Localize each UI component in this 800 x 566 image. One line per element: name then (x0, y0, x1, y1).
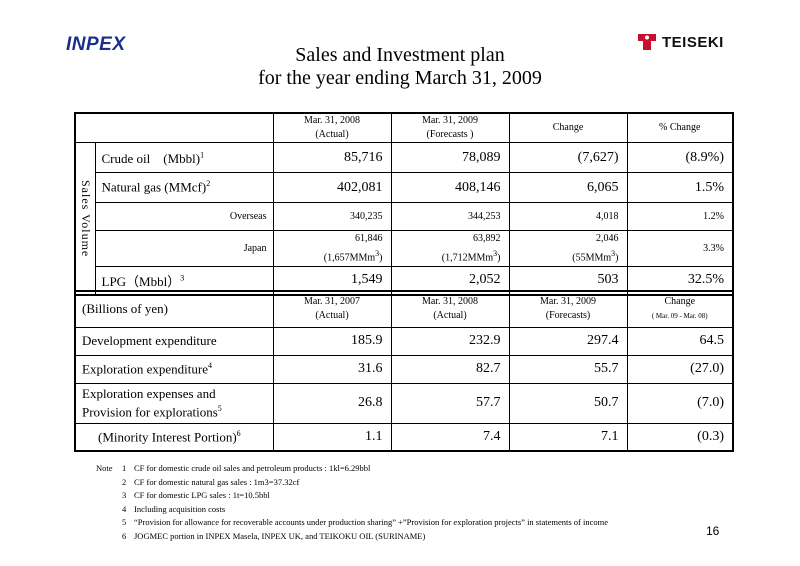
table-header-row: (Billions of yen) Mar. 31, 2007 (Actual) … (74, 290, 734, 328)
column-header: Mar. 31, 2009 (Forecasts ) (390, 112, 510, 143)
column-header: Change (508, 112, 628, 143)
table-row: Exploration expenditure4 31.6 82.7 55.7 … (74, 354, 734, 384)
table-row: (Minority Interest Portion)6 1.1 7.4 7.1… (74, 422, 734, 452)
footnote: 6 JOGMEC portion in INPEX Masela, INPEX U… (122, 530, 426, 541)
table-row: Japan 61,846 (1,657MMm3) 63,892 (1,712MMm3… (75, 230, 734, 267)
table-row: Overseas 340,235 344,253 4,018 1.2% (75, 202, 734, 231)
footnote: 5 “Provision for allowance for recoverabl… (122, 517, 609, 528)
table-row: Sales Volume Crude oil (Mbbl)1 85,716 78… (74, 142, 734, 295)
sales-volume-table: Mar. 31, 2008 (Actual) Mar. 31, 2009 (Fore… (74, 112, 734, 296)
footnote: 2 CF for domestic natural gas sales : 1m3… (122, 476, 300, 487)
page-title: Sales and Investment plan for the year e… (258, 44, 542, 89)
table-row: Natural gas (MMcf)2 402,081 408,146 6,06… (75, 172, 734, 203)
teiseki-mark-icon (638, 34, 656, 50)
table-header-row: Mar. 31, 2008 (Actual) Mar. 31, 2009 (Fore… (74, 112, 734, 143)
investment-table: (Billions of yen) Mar. 31, 2007 (Actual) … (74, 290, 734, 452)
table-row: Development expenditure 185.9 232.9 297.… (74, 326, 734, 356)
footnote: Note 1 CF for domestic crude oil sales and… (96, 463, 371, 473)
sales-volume-label: Sales Volume (74, 142, 96, 295)
column-header: Mar. 31, 2008 (Actual) (272, 112, 392, 143)
inpex-logo: INPEX (66, 34, 126, 55)
teiseki-logo: TEISEKI (636, 31, 724, 53)
footnotes: Note 1 CF for domestic crude oil sales and… (96, 462, 608, 544)
footnote: 4 Including acquisition costs (122, 503, 226, 514)
column-header: % Change (626, 112, 734, 143)
page-number: 16 (706, 524, 720, 538)
table-row: Exploration expenses and Provision for ex… (74, 382, 734, 424)
footnote: 3 CF for domestic LPG sales : 1t=10.5bbl (122, 490, 270, 501)
